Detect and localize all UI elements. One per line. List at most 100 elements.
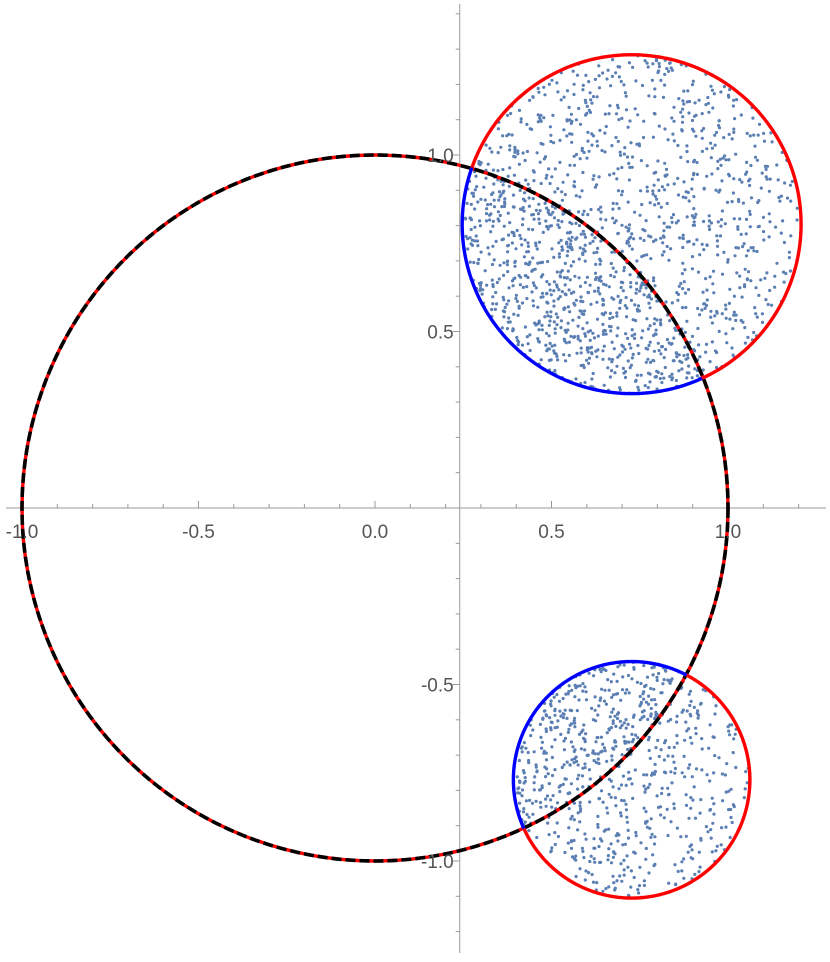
scatter-point xyxy=(531,169,536,173)
scatter-point xyxy=(660,786,664,790)
scatter-point xyxy=(700,129,704,133)
scatter-point xyxy=(515,335,519,340)
scatter-point xyxy=(626,200,630,204)
scatter-point xyxy=(614,270,618,274)
scatter-point xyxy=(578,820,582,824)
scatter-point xyxy=(686,160,690,164)
scatter-point xyxy=(501,237,505,241)
scatter-point xyxy=(605,806,609,810)
scatter-point xyxy=(551,113,555,117)
scatter-point xyxy=(629,869,634,873)
scatter-point xyxy=(736,246,741,250)
scatter-point xyxy=(690,83,695,87)
scatter-point xyxy=(584,690,588,694)
scatter-point xyxy=(714,130,719,135)
scatter-point xyxy=(729,787,733,791)
scatter-point xyxy=(744,254,749,258)
scatter-point xyxy=(653,769,658,774)
scatter-point xyxy=(651,673,655,677)
scatter-point xyxy=(539,275,544,279)
scatter-point xyxy=(621,289,625,293)
scatter-point xyxy=(546,227,550,231)
scatter-point xyxy=(688,736,693,740)
scatter-point xyxy=(682,857,686,861)
scatter-point xyxy=(626,865,630,869)
scatter-point xyxy=(512,231,516,235)
scatter-point xyxy=(601,332,606,336)
scatter-point xyxy=(539,358,543,362)
scatter-point xyxy=(606,68,610,72)
scatter-point xyxy=(469,216,473,220)
scatter-point xyxy=(550,745,554,749)
scatter-point xyxy=(599,696,603,700)
scatter-point xyxy=(615,879,619,883)
scatter-point xyxy=(611,721,615,726)
scatter-point xyxy=(652,276,656,280)
scatter-point xyxy=(764,167,768,171)
scatter-point xyxy=(619,783,624,787)
scatter-point xyxy=(609,261,613,266)
scatter-point xyxy=(477,281,481,285)
scatter-point xyxy=(553,831,557,835)
scatter-point xyxy=(710,321,715,325)
scatter-point xyxy=(705,243,709,247)
scatter-point xyxy=(513,145,517,149)
scatter-point xyxy=(623,842,628,846)
scatter-point xyxy=(709,84,713,88)
scatter-point xyxy=(537,340,542,344)
scatter-point xyxy=(559,98,563,102)
scatter-point xyxy=(615,364,619,368)
scatter-point xyxy=(625,854,629,858)
scatter-point xyxy=(700,737,704,741)
scatter-point xyxy=(636,888,640,892)
scatter-point xyxy=(479,161,483,165)
scatter-point xyxy=(718,157,722,161)
scatter-point xyxy=(672,139,676,143)
scatter-point xyxy=(591,95,596,99)
scatter-point xyxy=(744,770,748,774)
scatter-point xyxy=(631,352,635,356)
scatter-point xyxy=(667,341,671,345)
scatter-point xyxy=(597,208,601,212)
scatter-point xyxy=(654,746,658,750)
scatter-point xyxy=(575,73,580,77)
scatter-point xyxy=(675,352,679,356)
scatter-point xyxy=(492,258,496,262)
scatter-point xyxy=(576,763,580,767)
scatter-point xyxy=(629,363,634,367)
scatter-point xyxy=(592,759,596,763)
scatter-point xyxy=(607,112,611,116)
scatter-point xyxy=(604,124,608,129)
scatter-point xyxy=(565,134,569,138)
scatter-point xyxy=(640,83,645,88)
scatter-point xyxy=(540,260,544,265)
scatter-point xyxy=(525,122,529,126)
scatter-point xyxy=(549,213,553,217)
scatter-point xyxy=(654,238,658,242)
scatter-point xyxy=(715,239,720,243)
scatter-point xyxy=(537,202,541,206)
scatter-point xyxy=(556,187,560,191)
scatter-point xyxy=(689,796,693,800)
scatter-point xyxy=(537,328,541,332)
scatter-point xyxy=(639,189,643,193)
scatter-point xyxy=(733,254,737,258)
scatter-point xyxy=(646,717,650,722)
scatter-point xyxy=(752,133,756,137)
scatter-point xyxy=(704,303,709,308)
scatter-point xyxy=(675,720,679,724)
scatter-point xyxy=(623,304,627,308)
scatter-point xyxy=(569,112,574,116)
scatter-point xyxy=(570,855,575,859)
scatter-point xyxy=(611,207,615,211)
scatter-point xyxy=(616,231,620,235)
scatter-point xyxy=(607,792,611,796)
scatter-point xyxy=(735,271,739,275)
scatter-point xyxy=(512,173,517,177)
scatter-point xyxy=(590,706,594,711)
scatter-point xyxy=(658,321,663,325)
scatter-point xyxy=(739,113,743,117)
scatter-point xyxy=(648,380,652,384)
scatter-point xyxy=(547,358,552,362)
scatter-point xyxy=(574,858,578,862)
